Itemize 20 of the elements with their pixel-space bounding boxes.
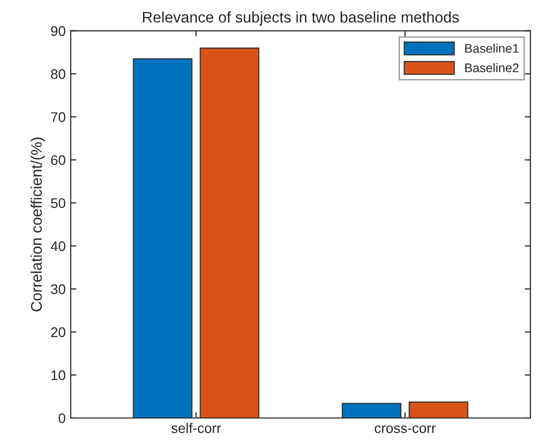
y-tick-label: 30 xyxy=(50,284,66,294)
bar xyxy=(200,47,260,418)
y-tick-label: 10 xyxy=(51,370,66,380)
y-tick-label: 40 xyxy=(50,241,66,252)
y-tick-label: 50 xyxy=(50,198,66,208)
x-tick-label: cross-corr xyxy=(374,425,436,434)
bar xyxy=(408,402,468,418)
x-tick-label: self-corr xyxy=(171,422,221,434)
y-tick-label: 70 xyxy=(51,112,66,122)
y-tick-label: 0 xyxy=(58,413,66,424)
bar xyxy=(342,402,402,418)
legend-label: Baseline1 xyxy=(465,44,519,53)
y-tick-label: 90 xyxy=(51,26,66,36)
y-axis-title: Correlation coefficient/(%) xyxy=(30,138,45,312)
y-tick-label: 60 xyxy=(51,155,66,166)
y-tick-label: 20 xyxy=(51,327,66,338)
bar xyxy=(132,58,192,418)
legend-label: Baseline2 xyxy=(465,63,519,72)
chart-title: Relevance of subjects in two baseline methods xyxy=(143,11,459,26)
y-tick-label: 80 xyxy=(51,69,66,79)
